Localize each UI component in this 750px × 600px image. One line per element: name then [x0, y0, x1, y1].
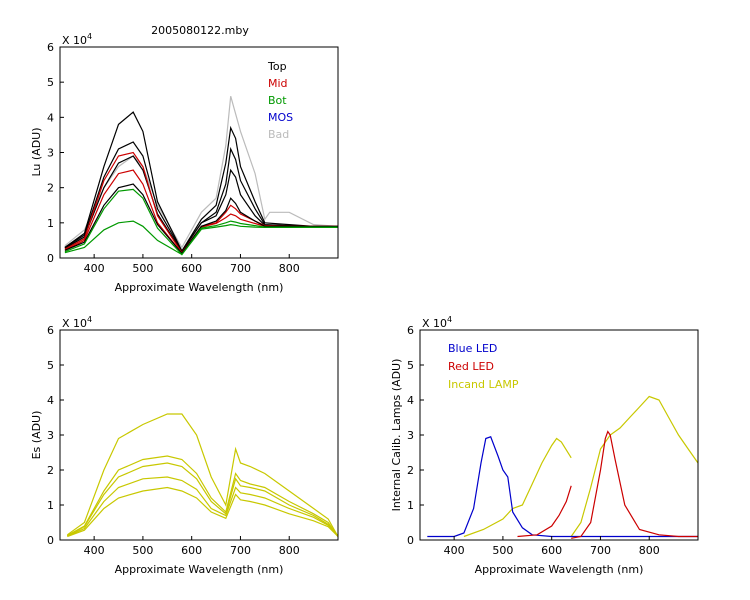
y-tick-label-icl-1: 1 [407, 499, 414, 512]
series-line-es-3 [67, 476, 339, 537]
series-line-icl-0 [463, 437, 572, 538]
x-tick-label-icl-400: 400 [444, 544, 465, 557]
figure-title: 2005080122.mby [151, 24, 249, 37]
x-axis-label-lu: Approximate Wavelength (nm) [115, 281, 284, 294]
y-tick-label-icl-5: 5 [407, 359, 414, 372]
series-line-lu-8 [64, 220, 338, 256]
y-axis-label-lu: Lu (ADU) [30, 127, 43, 176]
y-tick-label-lu-3: 3 [47, 147, 54, 160]
y-tick-label-es-6: 6 [47, 324, 54, 337]
legend-item-lu-2: Bot [268, 94, 287, 107]
y-tick-label-icl-3: 3 [407, 429, 414, 442]
legend-item-icl-1: Red LED [448, 360, 494, 373]
x-tick-label-icl-800: 800 [639, 544, 660, 557]
y-tick-label-es-3: 3 [47, 429, 54, 442]
x-tick-label-es-700: 700 [230, 544, 251, 557]
x-tick-label-es-500: 500 [132, 544, 153, 557]
y-tick-label-es-4: 4 [47, 394, 54, 407]
x-tick-label-es-800: 800 [279, 544, 300, 557]
chart-icl: 400 500 600 700 800 0 1 2 3 4 5 6 X 104 Approximate W… [390, 315, 699, 576]
x-tick-label-lu-800: 800 [279, 262, 300, 275]
y-tick-label-lu-0: 0 [47, 252, 54, 265]
y-tick-label-lu-6: 6 [47, 41, 54, 54]
y-tick-label-es-5: 5 [47, 359, 54, 372]
y-tick-label-lu-1: 1 [47, 217, 54, 230]
y-tick-label-es-1: 1 [47, 499, 54, 512]
y-tick-label-icl-6: 6 [407, 324, 414, 337]
series-line-lu-0 [64, 96, 339, 249]
series-line-icl-3 [517, 485, 572, 538]
legend-item-lu-0: Top [267, 60, 287, 73]
y-tick-label-es-2: 2 [47, 464, 54, 477]
series-line-icl-4 [571, 430, 698, 539]
y-axis-label-es: Es (ADU) [30, 411, 43, 460]
chart-lu: 400 500 600 700 800 0 1 2 3 4 5 6 X 104 Approximate W… [30, 32, 339, 294]
series-line-es-0 [66, 413, 339, 537]
y-tick-label-lu-4: 4 [47, 111, 54, 124]
x-axis-label-icl: Approximate Wavelength (nm) [475, 563, 644, 576]
y-axis-label-icl: Internal Calib. Lamps (ADU) [390, 359, 403, 512]
series-line-es-4 [67, 486, 339, 538]
x-tick-label-lu-700: 700 [230, 262, 251, 275]
series-line-icl-1 [570, 395, 699, 537]
y-tick-label-icl-0: 0 [407, 534, 414, 547]
y-tick-label-lu-2: 2 [47, 182, 54, 195]
y-tick-label-icl-2: 2 [407, 464, 414, 477]
y-tick-label-icl-4: 4 [407, 394, 414, 407]
x-tick-label-icl-700: 700 [590, 544, 611, 557]
x-tick-label-icl-600: 600 [541, 544, 562, 557]
exponent-label-es: X 104 [62, 315, 92, 330]
series-line-icl-2 [427, 436, 698, 538]
x-axis-label-es: Approximate Wavelength (nm) [115, 563, 284, 576]
legend-item-lu-3: MOS [268, 111, 293, 124]
legend-item-icl-0: Blue LED [448, 342, 497, 355]
x-tick-label-lu-400: 400 [84, 262, 105, 275]
legend-item-lu-1: Mid [268, 77, 288, 90]
legend-item-icl-2: Incand LAMP [448, 378, 519, 391]
exponent-label-icl: X 104 [422, 315, 452, 330]
chart-es: 400 500 600 700 800 0 1 2 3 4 5 6 X 104 Approximate W… [30, 315, 339, 576]
x-tick-label-lu-500: 500 [132, 262, 153, 275]
y-tick-label-lu-5: 5 [47, 76, 54, 89]
y-tick-label-es-0: 0 [47, 534, 54, 547]
x-tick-label-lu-600: 600 [181, 262, 202, 275]
series-line-lu-1 [64, 111, 338, 253]
exponent-label-lu: X 104 [62, 32, 92, 47]
x-tick-label-es-600: 600 [181, 544, 202, 557]
series-line-lu-6 [64, 183, 338, 255]
x-tick-label-icl-500: 500 [492, 544, 513, 557]
series-line-es-2 [67, 462, 339, 537]
series-line-es-1 [67, 455, 339, 537]
legend-item-lu-4: Bad [268, 128, 289, 141]
x-tick-label-es-400: 400 [84, 544, 105, 557]
